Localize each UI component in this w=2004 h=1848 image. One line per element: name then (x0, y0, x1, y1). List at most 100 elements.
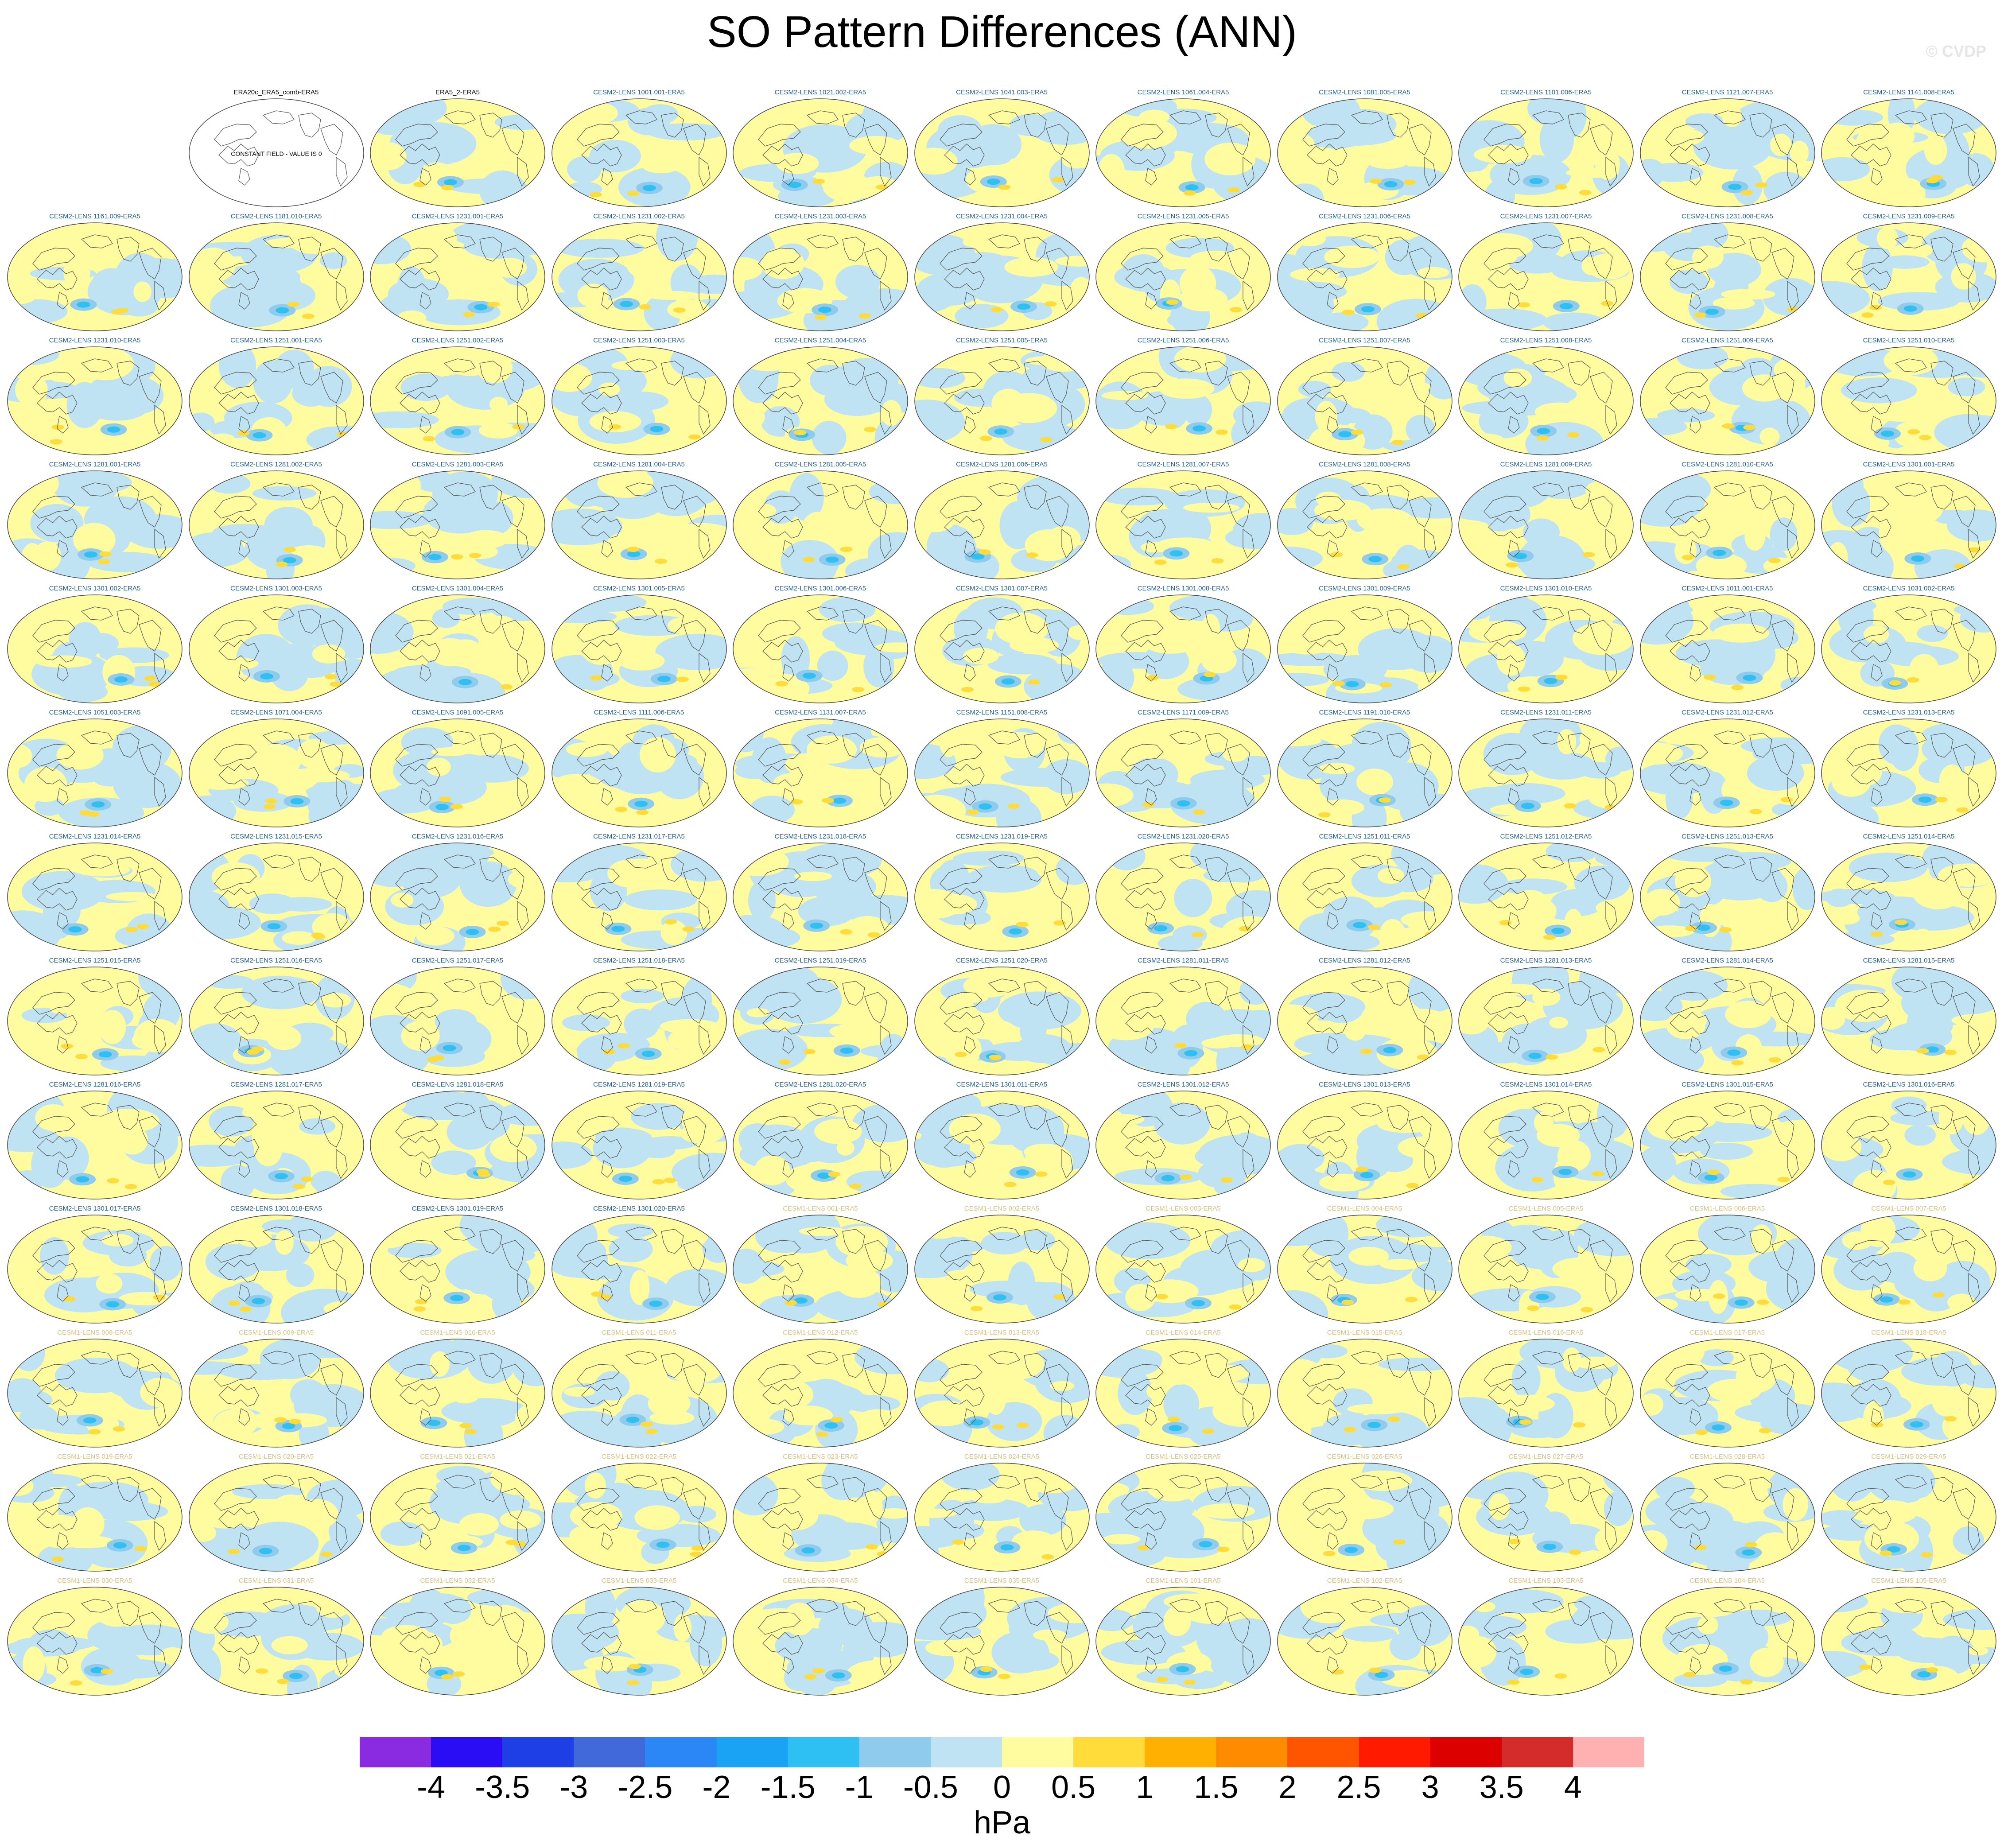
world-map (1095, 1339, 1271, 1448)
panel-title: CESM2-LENS 1231.014-ERA5 (49, 833, 141, 840)
world-map (1458, 594, 1634, 703)
world-map (370, 1215, 545, 1324)
world-map (551, 718, 727, 827)
map-panel: CESM1-LENS 011-ERA5 (551, 1329, 728, 1448)
map-panel: CESM2-LENS 1301.015-ERA5 (1639, 1081, 1816, 1200)
map-panel: CESM2-LENS 1301.010-ERA5 (1457, 585, 1635, 704)
world-map (1458, 1587, 1634, 1696)
colorbar-tick-label: -3 (559, 1770, 588, 1805)
world-map (551, 1339, 727, 1448)
world-map (914, 1091, 1090, 1200)
panel-title: CESM2-LENS 1231.019-ERA5 (956, 833, 1048, 840)
world-map (1821, 346, 1996, 455)
map-panel: CESM2-LENS 1111.006-ERA5 (551, 709, 728, 828)
map-panel: CESM2-LENS 1121.007-ERA5 (1639, 89, 1816, 208)
panel-title: CESM2-LENS 1041.003-ERA5 (956, 89, 1048, 96)
map-panel: CESM2-LENS 1141.008-ERA5 (1820, 89, 1997, 208)
world-map (1458, 842, 1634, 951)
map-panel: CESM2-LENS 1231.011-ERA5 (1457, 709, 1635, 828)
world-map (1458, 718, 1634, 827)
panel-title: CESM2-LENS 1121.007-ERA5 (1682, 89, 1773, 96)
panel-title: CESM1-LENS 017-ERA5 (1689, 1329, 1765, 1336)
map-panel: CESM2-LENS 1281.010-ERA5 (1639, 461, 1816, 580)
panel-title: CESM1-LENS 021-ERA5 (420, 1453, 495, 1460)
map-panel: CESM2-LENS 1251.016-ERA5 (188, 957, 365, 1076)
colorbar-tick-label: 2.5 (1336, 1770, 1381, 1805)
panel-title: CESM1-LENS 007-ERA5 (1871, 1205, 1946, 1212)
map-panel: CESM2-LENS 1181.010-ERA5 (188, 213, 365, 332)
world-map (370, 470, 545, 579)
panel-title: CESM1-LENS 033-ERA5 (601, 1577, 677, 1584)
map-panel: CESM2-LENS 1061.004-ERA5 (1095, 89, 1272, 208)
map-panel: CESM2-LENS 1251.008-ERA5 (1457, 337, 1635, 456)
map-panel: CESM1-LENS 024-ERA5 (913, 1453, 1091, 1572)
panel-title: CESM2-LENS 1231.009-ERA5 (1863, 213, 1955, 220)
map-panel: CESM1-LENS 031-ERA5 (188, 1577, 365, 1697)
panel-title: CESM2-LENS 1231.006-ERA5 (1319, 213, 1410, 220)
map-panel: CESM2-LENS 1251.011-ERA5 (1276, 833, 1453, 952)
map-panel: CESM2-LENS 1301.013-ERA5 (1276, 1081, 1453, 1200)
map-panel: CESM2-LENS 1231.014-ERA5 (6, 833, 183, 952)
map-panel: CESM2-LENS 1301.007-ERA5 (913, 585, 1091, 704)
map-panel: CESM2-LENS 1301.016-ERA5 (1820, 1081, 1997, 1200)
panel-title: CESM2-LENS 1061.004-ERA5 (1137, 89, 1229, 96)
map-panel: CESM1-LENS 003-ERA5 (1095, 1205, 1272, 1324)
map-panel: CESM2-LENS 1301.004-ERA5 (369, 585, 546, 704)
map-panel: CESM2-LENS 1231.013-ERA5 (1820, 709, 1997, 828)
world-map (914, 718, 1090, 827)
panel-title: CESM2-LENS 1301.015-ERA5 (1682, 1081, 1773, 1088)
colorbar-swatch (716, 1737, 788, 1767)
panel-title: CESM2-LENS 1031.002-ERA5 (1863, 585, 1955, 592)
colorbar-tick-label: -4 (417, 1770, 446, 1805)
world-map (1277, 594, 1453, 703)
panel-title: CESM2-LENS 1231.005-ERA5 (1137, 213, 1229, 220)
colorbar-tick-label: 4 (1564, 1770, 1582, 1805)
panel-title: CESM1-LENS 034-ERA5 (783, 1577, 858, 1584)
world-map (370, 346, 545, 455)
world-map (733, 1215, 908, 1324)
map-panel: ERA20c_ERA5_comb-ERA5 CONSTANT FIELD - VA… (188, 89, 365, 208)
map-panel: CESM1-LENS 022-ERA5 (551, 1453, 728, 1572)
map-panel: CESM1-LENS 104-ERA5 (1639, 1577, 1816, 1697)
world-map (733, 1339, 908, 1448)
panel-title: CESM2-LENS 1301.003-ERA5 (230, 585, 322, 592)
map-panel: CESM2-LENS 1281.012-ERA5 (1276, 957, 1453, 1076)
world-map (1639, 967, 1815, 1075)
panel-title: CESM2-LENS 1111.006-ERA5 (594, 709, 684, 716)
world-map (1821, 470, 1996, 579)
colorbar-tick-label: 0 (993, 1770, 1011, 1805)
world-map (1095, 1463, 1271, 1572)
world-map (914, 967, 1090, 1075)
world-map (1458, 967, 1634, 1075)
map-panel: CESM2-LENS 1231.019-ERA5 (913, 833, 1091, 952)
panel-title: CESM2-LENS 1301.011-ERA5 (956, 1081, 1048, 1088)
panel-title: CESM1-LENS 004-ERA5 (1327, 1205, 1402, 1212)
world-map (1277, 98, 1453, 207)
map-panel: CESM1-LENS 012-ERA5 (732, 1329, 909, 1448)
map-panel: CESM1-LENS 103-ERA5 (1457, 1577, 1635, 1697)
map-panel: CESM2-LENS 1281.004-ERA5 (551, 461, 728, 580)
panel-title: CESM2-LENS 1021.002-ERA5 (774, 89, 866, 96)
panel-title: CESM1-LENS 016-ERA5 (1508, 1329, 1584, 1336)
panel-title: CESM1-LENS 015-ERA5 (1327, 1329, 1402, 1336)
colorbar-tick-label: 2 (1278, 1770, 1297, 1805)
world-map (370, 594, 545, 703)
map-panel: CESM2-LENS 1251.013-ERA5 (1639, 833, 1816, 952)
map-panel: CESM2-LENS 1301.017-ERA5 (6, 1205, 183, 1324)
map-panel: CESM2-LENS 1281.019-ERA5 (551, 1081, 728, 1200)
colorbar-swatch (1073, 1737, 1145, 1767)
map-panel: CESM1-LENS 021-ERA5 (369, 1453, 546, 1572)
world-map (1821, 1091, 1996, 1200)
panel-title: CESM2-LENS 1281.017-ERA5 (230, 1081, 322, 1088)
world-map (733, 967, 908, 1075)
map-panel: CESM2-LENS 1231.004-ERA5 (913, 213, 1091, 332)
panel-title: CESM1-LENS 009-ERA5 (238, 1329, 314, 1336)
world-map (1639, 1215, 1815, 1324)
map-panel: CESM2-LENS 1281.013-ERA5 (1457, 957, 1635, 1076)
panel-title: CESM2-LENS 1281.019-ERA5 (593, 1081, 685, 1088)
world-map (1095, 98, 1271, 207)
world-map (7, 222, 183, 331)
panel-title: CESM2-LENS 1011.001-ERA5 (1682, 585, 1773, 592)
world-map (733, 98, 908, 207)
colorbar-tick-label: 3 (1421, 1770, 1439, 1805)
